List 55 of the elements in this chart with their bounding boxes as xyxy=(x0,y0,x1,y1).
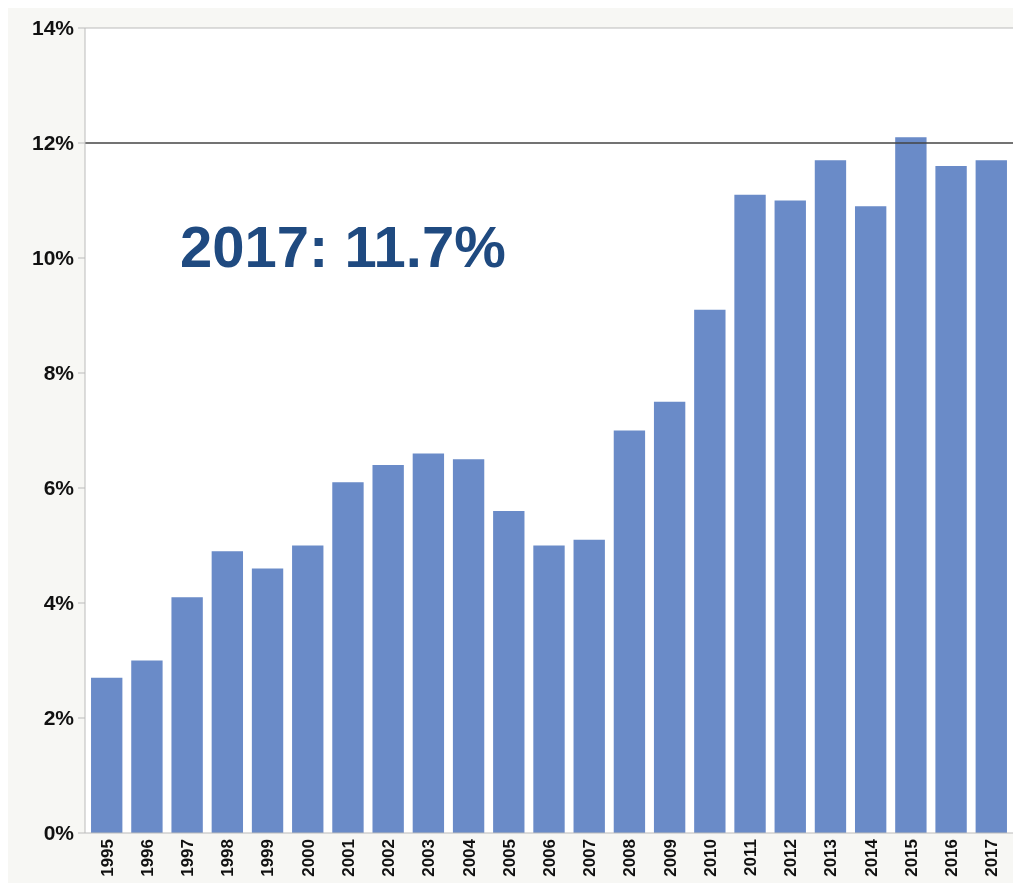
bar xyxy=(251,568,284,833)
y-tick-label: 8% xyxy=(43,361,75,385)
x-tick-label: 2016 xyxy=(942,839,962,877)
x-tick-label: 2010 xyxy=(700,839,720,877)
x-tick-label: 2005 xyxy=(499,839,519,877)
bar xyxy=(533,545,565,833)
x-tick-label: 1997 xyxy=(178,839,198,877)
x-tick-label: 2004 xyxy=(459,838,479,877)
annotation: 2017: 11.7% xyxy=(180,214,506,279)
x-tick-label: 1996 xyxy=(137,839,157,877)
bar xyxy=(613,430,646,833)
bar xyxy=(573,539,605,833)
bar xyxy=(774,200,806,833)
x-tick-label: 2008 xyxy=(620,839,640,877)
bar xyxy=(734,194,766,833)
x-tick-label: 2007 xyxy=(580,839,600,877)
bar xyxy=(895,137,927,833)
x-tick-label: 2000 xyxy=(298,839,318,877)
x-tick-label: 1995 xyxy=(97,839,117,877)
bar xyxy=(814,160,847,833)
bar xyxy=(653,401,686,833)
x-tick-label: 2003 xyxy=(419,839,439,877)
x-tick-label: 2017 xyxy=(982,839,1002,877)
x-tick-label: 2012 xyxy=(781,839,801,877)
bar xyxy=(412,453,445,833)
x-tick-label: 2002 xyxy=(379,839,399,877)
x-tick-label: 2001 xyxy=(338,839,358,877)
bar xyxy=(171,597,203,833)
y-tick-label: 2% xyxy=(43,706,75,730)
bar xyxy=(935,166,967,833)
bar xyxy=(292,545,324,833)
bar xyxy=(854,206,887,833)
y-tick-label: 6% xyxy=(43,476,75,500)
y-tick-label: 12% xyxy=(31,131,75,155)
bar xyxy=(372,465,404,833)
y-tick-label: 4% xyxy=(43,591,75,615)
y-tick-label: 10% xyxy=(31,246,75,270)
bar xyxy=(131,660,163,833)
y-tick-label: 0% xyxy=(43,821,75,845)
bar xyxy=(452,459,485,833)
bar xyxy=(332,482,364,833)
y-tick-label: 14% xyxy=(31,16,75,40)
x-tick-label: 1998 xyxy=(218,839,238,877)
bar xyxy=(211,551,244,833)
x-tick-label: 2014 xyxy=(861,838,881,877)
bar xyxy=(91,677,123,833)
x-tick-label: 2011 xyxy=(740,839,760,876)
bar xyxy=(975,160,1007,833)
x-tick-label: 2006 xyxy=(539,839,559,877)
x-tick-label: 2013 xyxy=(821,839,841,877)
bar xyxy=(694,309,726,833)
bar xyxy=(493,511,525,833)
x-tick-label: 2015 xyxy=(901,839,921,877)
x-tick-label: 2009 xyxy=(660,839,680,877)
x-tick-label: 1999 xyxy=(258,839,278,877)
